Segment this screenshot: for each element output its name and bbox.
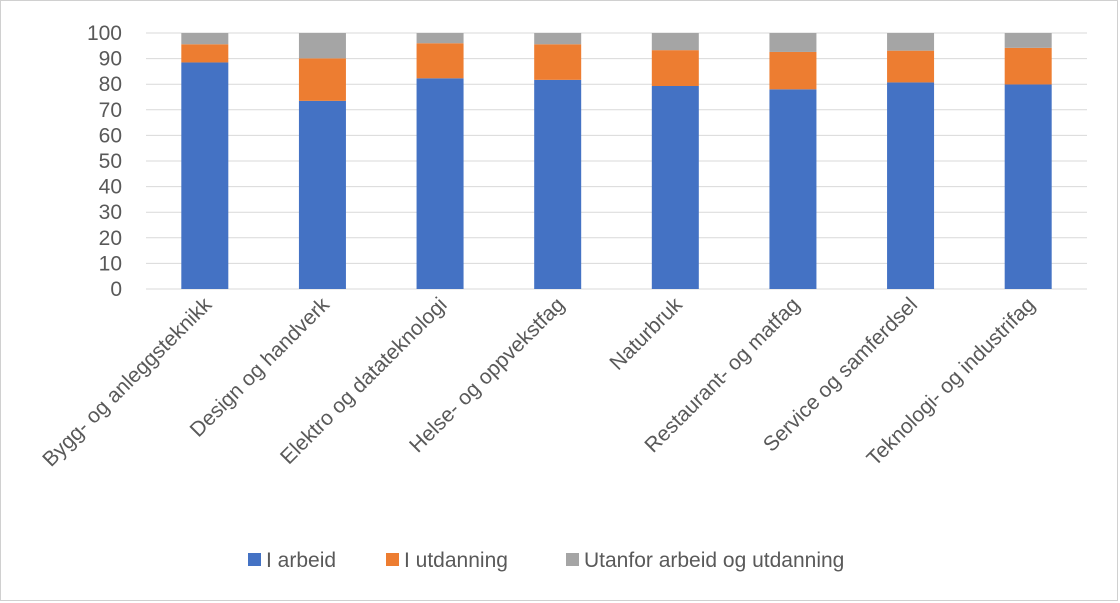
bar-segment (651, 33, 699, 51)
bar-segment (1004, 47, 1052, 85)
y-tick-label: 20 (99, 227, 122, 250)
y-tick-label: 30 (99, 201, 122, 224)
x-category-label: Naturbruk (605, 293, 687, 375)
bar-segment (769, 51, 817, 90)
bar-segment (298, 33, 346, 59)
bar-segment (181, 33, 229, 45)
bar-segment (298, 58, 346, 101)
legend-label: I arbeid (266, 549, 336, 572)
legend-swatch (248, 553, 261, 566)
bar-segment (534, 44, 582, 80)
bars (181, 33, 1052, 290)
bar-segment (1004, 84, 1052, 290)
bar-segment (769, 33, 817, 52)
bar-segment (887, 50, 935, 83)
bar-segment (651, 50, 699, 86)
bar-segment (416, 78, 464, 289)
x-category-label: Bygg- og anleggsteknikk (38, 293, 216, 471)
legend-label: I utdanning (404, 549, 508, 572)
bar-segment (416, 43, 464, 79)
bar-segment (1004, 33, 1052, 48)
y-tick-label: 10 (99, 252, 122, 275)
bar-segment (181, 44, 229, 63)
bar-segment (534, 33, 582, 45)
legend-swatch (386, 553, 399, 566)
y-tick-label: 80 (99, 73, 122, 96)
bar-segment (887, 33, 935, 51)
y-tick-label: 0 (110, 278, 122, 301)
bar-segment (534, 79, 582, 290)
bar-segment (769, 89, 817, 289)
y-tick-label: 60 (99, 124, 122, 147)
y-tick-label: 40 (99, 176, 122, 199)
legend-label: Utanfor arbeid og utdanning (584, 549, 844, 572)
y-tick-label: 100 (87, 22, 122, 45)
gridlines (146, 32, 1087, 290)
bar-segment (181, 62, 229, 289)
y-tick-label: 70 (99, 99, 122, 122)
bar-segment (651, 85, 699, 289)
legend-swatch (566, 553, 579, 566)
y-tick-label: 50 (99, 150, 122, 173)
bar-segment (887, 82, 935, 290)
bar-segment (416, 33, 464, 44)
bar-segment (298, 100, 346, 289)
y-tick-label: 90 (99, 48, 122, 71)
legend: I arbeid I utdanning Utanfor arbeid og utd… (248, 549, 844, 572)
